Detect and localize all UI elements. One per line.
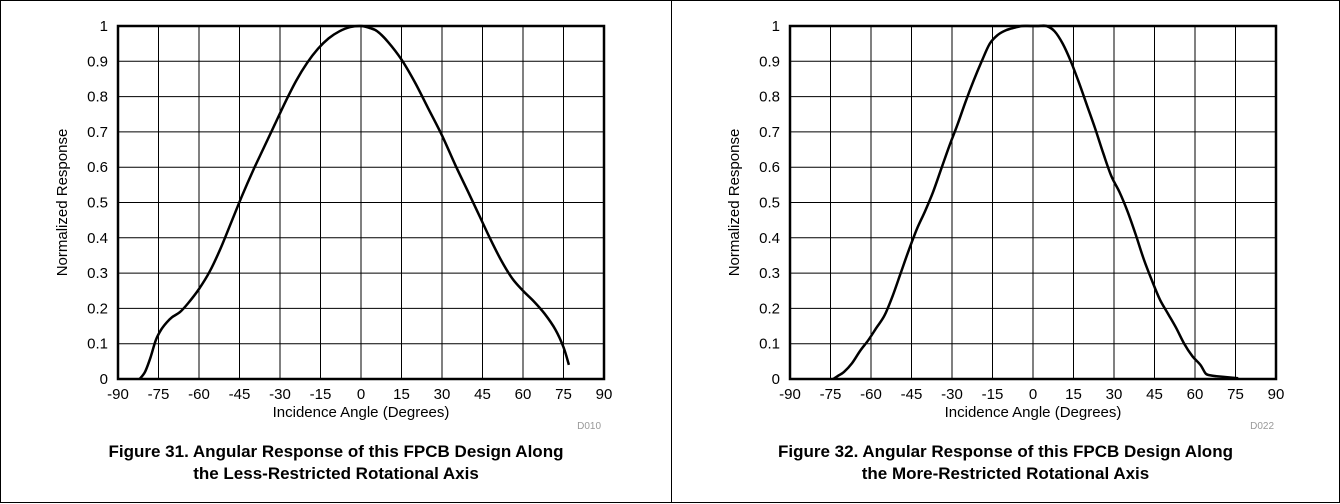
figure-code: D010 <box>577 421 601 432</box>
chart-figure-31: -90 -75 -60 -45 -30 -15 0 15 30 45 60 75 90 0 0.1 0.2 0.… <box>54 18 613 432</box>
series-line <box>138 24 571 380</box>
x-tick-label: 30 <box>434 386 451 403</box>
x-tick-label: -60 <box>860 386 882 403</box>
x-tick-label: -60 <box>188 386 210 403</box>
y-tick-label: 0.9 <box>759 53 780 70</box>
y-tick-label: 0.6 <box>87 159 108 176</box>
y-tick-label: 0 <box>772 371 780 388</box>
y-tick-label: 0.7 <box>759 124 780 141</box>
y-tick-label: 0.2 <box>759 300 780 317</box>
x-tick-label: 45 <box>474 386 491 403</box>
figure-code: D022 <box>1250 421 1274 432</box>
x-tick-label: 90 <box>596 386 613 403</box>
x-tick-label: 90 <box>1268 386 1285 403</box>
figure-panel-31: -90 -75 -60 -45 -30 -15 0 15 30 45 60 75 90 0 0.1 0.2 0.… <box>0 0 672 503</box>
x-tick-label: 60 <box>515 386 532 403</box>
x-tick-label: -30 <box>269 386 291 403</box>
y-tick-label: 0.3 <box>759 265 780 282</box>
x-axis-label: Incidence Angle (Degrees) <box>945 404 1122 421</box>
caption-line: Figure 32. Angular Response of this FPCB… <box>778 442 1233 461</box>
chart-figure-32: -90 -75 -60 -45 -30 -15 0 15 30 45 60 75 90 0 0.1 0.2 0.… <box>726 18 1285 432</box>
x-axis-label: Incidence Angle (Degrees) <box>273 404 450 421</box>
x-tick-label: 60 <box>1187 386 1204 403</box>
x-tick-label: -45 <box>901 386 923 403</box>
x-tick-label: -15 <box>982 386 1004 403</box>
x-tick-label: -75 <box>148 386 170 403</box>
y-tick-label: 0.8 <box>87 89 108 106</box>
y-tick-label: 0.1 <box>759 336 780 353</box>
caption-line: Figure 31. Angular Response of this FPCB… <box>108 442 564 461</box>
y-tick-label: 0.7 <box>87 124 108 141</box>
y-tick-label: 0.4 <box>759 230 780 247</box>
y-tick-label: 0.2 <box>87 300 108 317</box>
x-tick-label: -45 <box>229 386 251 403</box>
x-tick-label: -75 <box>820 386 842 403</box>
x-tick-label: -90 <box>107 386 129 403</box>
x-tick-label: 0 <box>357 386 365 403</box>
x-tick-label: 30 <box>1106 386 1123 403</box>
y-tick-label: 1 <box>100 18 108 35</box>
x-tick-label: 15 <box>1065 386 1082 403</box>
x-tick-label: 75 <box>1227 386 1244 403</box>
x-tick-label: -15 <box>310 386 332 403</box>
y-tick-label: 1 <box>772 18 780 35</box>
y-tick-label: 0.9 <box>87 53 108 70</box>
y-tick-label: 0.3 <box>87 265 108 282</box>
x-tick-label: -30 <box>941 386 963 403</box>
caption-line: the Less-Restricted Rotational Axis <box>193 464 479 483</box>
y-tick-label: 0.4 <box>87 230 108 247</box>
x-tick-label: 75 <box>555 386 572 403</box>
caption-line: the More-Restricted Rotational Axis <box>861 464 1150 483</box>
figure-caption: Figure 31. Angular Response of this FPCB… <box>1 441 671 485</box>
figure-caption: Figure 32. Angular Response of this FPCB… <box>672 441 1339 485</box>
y-tick-label: 0.6 <box>759 159 780 176</box>
y-axis-label: Normalized Response <box>54 129 71 277</box>
x-tick-label: -90 <box>779 386 801 403</box>
x-tick-label: 45 <box>1146 386 1163 403</box>
x-tick-label: 0 <box>1029 386 1037 403</box>
y-tick-label: 0.5 <box>87 195 108 212</box>
y-tick-label: 0.8 <box>759 89 780 106</box>
x-tick-label: 15 <box>393 386 410 403</box>
series-line <box>832 24 1239 381</box>
y-tick-label: 0.1 <box>87 336 108 353</box>
y-tick-label: 0.5 <box>759 195 780 212</box>
y-axis-label: Normalized Response <box>726 129 743 277</box>
y-tick-label: 0 <box>100 371 108 388</box>
figure-panel-32: -90 -75 -60 -45 -30 -15 0 15 30 45 60 75 90 0 0.1 0.2 0.… <box>671 0 1340 503</box>
